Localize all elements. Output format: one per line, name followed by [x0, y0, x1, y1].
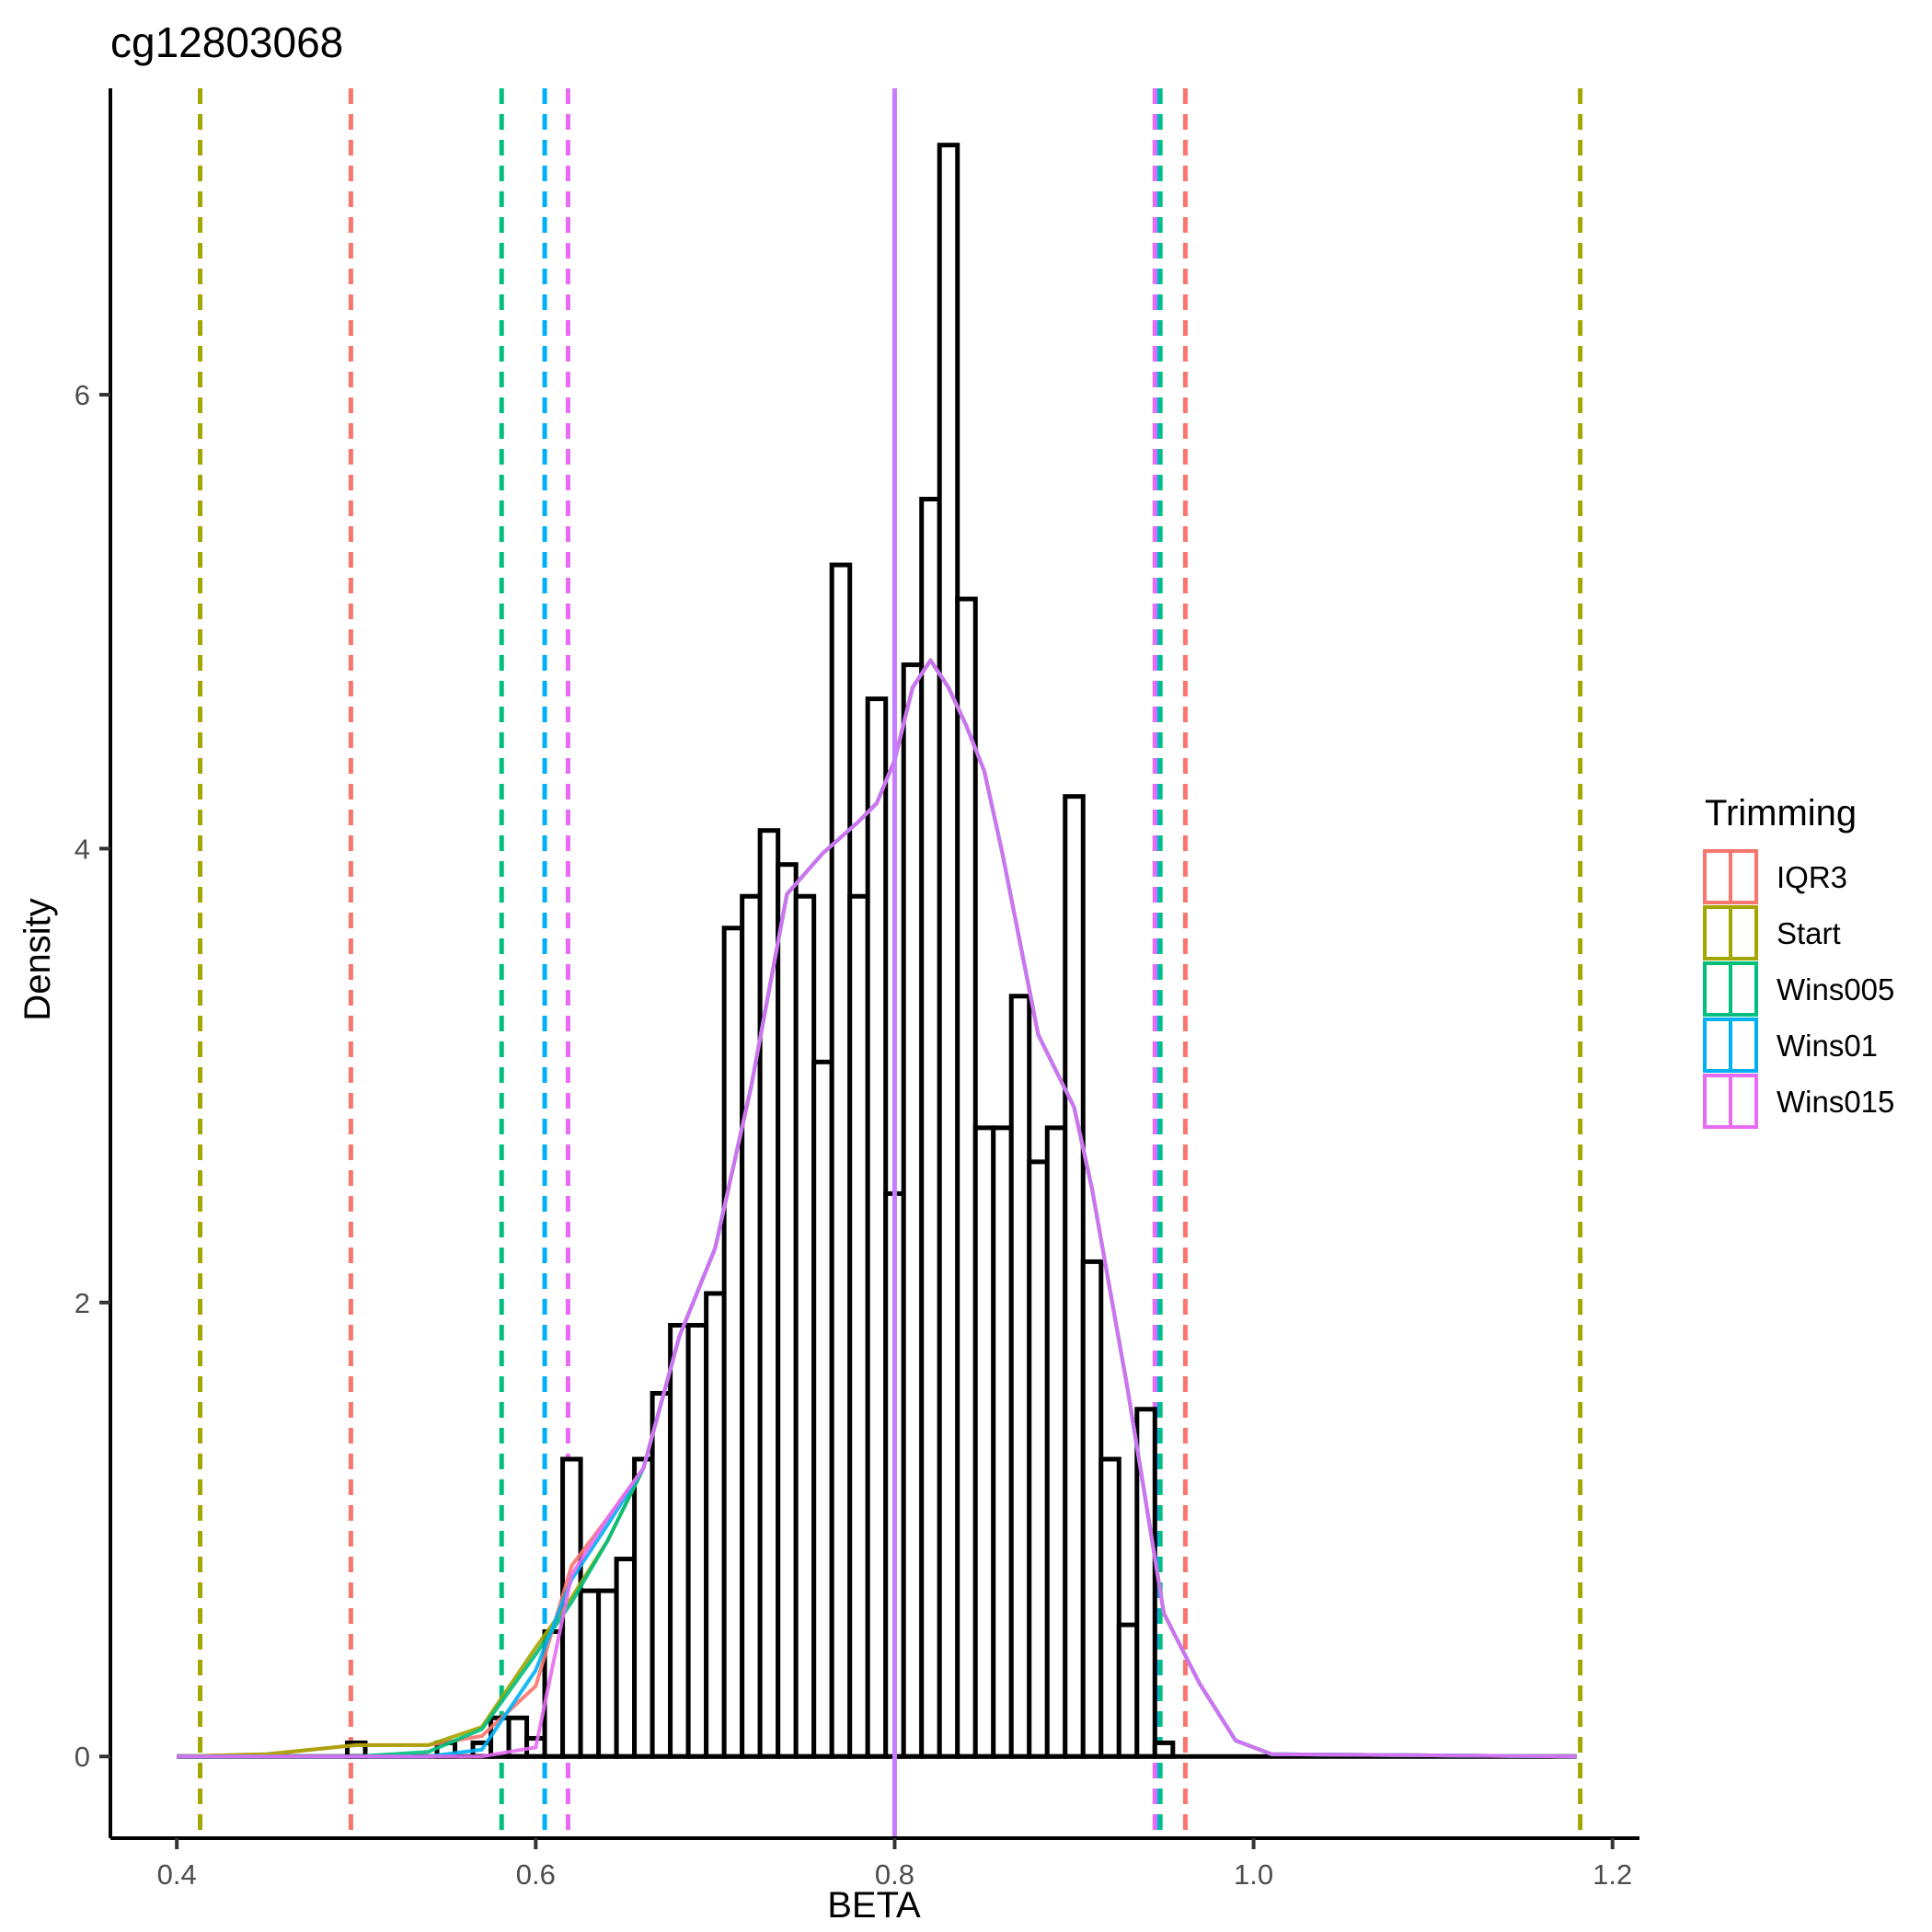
x-tick-label: 0.6: [516, 1858, 556, 1891]
histogram-bar: [901, 662, 925, 1759]
histogram-bars: [177, 143, 1577, 1759]
legend-label-wins015: Wins015: [1777, 1085, 1894, 1119]
legend-key-start: [1703, 905, 1758, 960]
histogram-bar: [614, 1557, 638, 1759]
histogram-bar: [721, 926, 745, 1759]
legend-label-wins01: Wins01: [1777, 1029, 1878, 1063]
histogram-bar: [829, 562, 853, 1759]
histogram-bar: [847, 893, 870, 1759]
histogram-bar: [955, 596, 978, 1759]
x-tick-label: 1.2: [1593, 1858, 1632, 1891]
x-axis-title: BETA: [827, 1885, 921, 1926]
x-tick-label: 1.0: [1234, 1858, 1273, 1891]
histogram-bar: [776, 862, 799, 1759]
histogram-bar: [919, 497, 942, 1759]
y-tick-label: 2: [75, 1287, 90, 1319]
legend-label-wins005: Wins005: [1777, 972, 1894, 1006]
histogram-bar: [1044, 1125, 1068, 1759]
histogram-bar: [865, 696, 889, 1759]
histogram-bar: [740, 893, 763, 1759]
y-axis-title: Density: [17, 898, 58, 1020]
histogram-bar: [632, 1456, 655, 1759]
x-tick-label: 0.8: [875, 1858, 914, 1891]
legend-label-start: Start: [1777, 916, 1841, 950]
histogram-bar: [685, 1322, 709, 1759]
histogram-bar: [793, 893, 817, 1759]
histogram-bar: [1080, 1259, 1104, 1759]
y-axis-ticks: 0 2 4 6: [75, 379, 110, 1773]
histogram-bar: [650, 1390, 673, 1759]
legend-title: Trimming: [1705, 793, 1857, 834]
trimming-threshold-lines: [198, 88, 1583, 1838]
x-tick-label: 0.4: [157, 1858, 197, 1891]
legend-key-iqr3: [1703, 849, 1758, 904]
legend-key-wins015: [1703, 1074, 1758, 1129]
x-axis-ticks: 0.4 0.6 0.8 1.0 1.2: [157, 1838, 1632, 1891]
histogram-bar: [757, 828, 781, 1759]
histogram-bar: [1063, 794, 1086, 1759]
histogram-bar: [1027, 1159, 1050, 1759]
legend-key-wins01: [1703, 1018, 1758, 1073]
histogram-bar: [668, 1322, 691, 1759]
histogram-bar: [937, 143, 960, 1759]
histogram-bar: [1116, 1622, 1140, 1759]
histogram-bar: [991, 1125, 1014, 1759]
histogram-bar: [972, 1125, 996, 1759]
histogram-bar: [596, 1588, 619, 1759]
histogram-bar: [1008, 994, 1032, 1759]
legend-label-iqr3: IQR3: [1777, 860, 1847, 894]
y-tick-label: 0: [75, 1741, 90, 1773]
chart-title: cg12803068: [110, 18, 343, 66]
histogram-bar: [704, 1291, 727, 1759]
y-tick-label: 6: [75, 379, 90, 411]
histogram-bar: [1098, 1456, 1121, 1759]
histogram-bar: [811, 1059, 834, 1759]
histogram-bar: [578, 1588, 602, 1759]
y-tick-label: 4: [75, 833, 90, 865]
legend: Trimming IQR3 Start Wins005 Wins01 Wins015: [1703, 793, 1894, 1129]
legend-key-wins005: [1703, 961, 1758, 1017]
plot-panel: [177, 88, 1583, 1838]
